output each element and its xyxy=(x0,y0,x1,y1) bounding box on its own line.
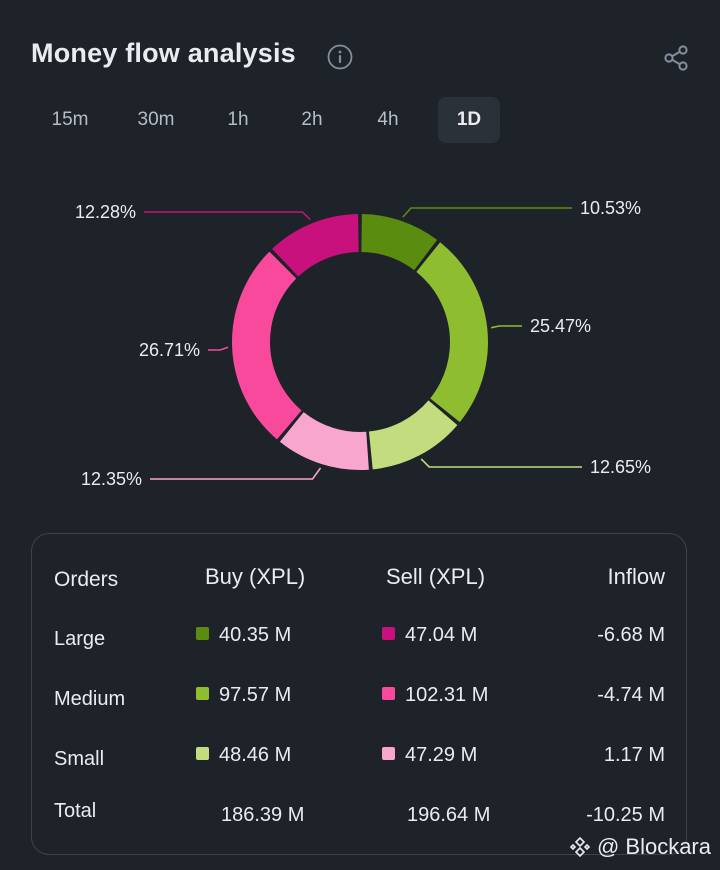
total-buy-value: 186.39 M xyxy=(221,804,305,826)
tab-1d[interactable]: 1D xyxy=(438,97,500,143)
donut-slice-2 xyxy=(416,242,488,423)
slice-label-2: 25.47% xyxy=(530,316,591,336)
money-flow-donut-chart: 10.53% 25.47% 12.65% 12.35% 26.71% 12.28% xyxy=(75,198,651,489)
binance-logo-icon xyxy=(569,836,591,858)
leader-line-3 xyxy=(420,458,582,468)
timeframe-tabs: 15m 30m 1h 2h 4h 1D xyxy=(30,97,500,143)
total-sell-value: 196.64 M xyxy=(407,804,491,826)
sell-small-value: 47.29 M xyxy=(405,744,478,766)
info-icon[interactable] xyxy=(327,44,353,70)
sell-large-swatch xyxy=(382,627,395,640)
row-large-buy: 40.35 M xyxy=(196,624,291,647)
row-large-sell: 47.04 M xyxy=(382,624,477,647)
sell-medium-swatch xyxy=(382,687,395,700)
slice-label-1: 10.53% xyxy=(580,198,641,218)
row-small-buy: 48.46 M xyxy=(196,744,291,767)
leader-line-4 xyxy=(150,467,322,480)
share-icon[interactable] xyxy=(662,44,690,72)
buy-large-swatch xyxy=(196,627,209,640)
donut-slice-5 xyxy=(232,251,302,440)
panel-header: Money flow analysis xyxy=(31,36,690,76)
leader-line-6 xyxy=(144,211,311,221)
buy-header: Buy (XPL) xyxy=(205,564,306,589)
tab-1h[interactable]: 1h xyxy=(227,109,249,130)
buy-medium-swatch xyxy=(196,687,209,700)
sell-header: Sell (XPL) xyxy=(386,564,486,589)
tab-2h[interactable]: 2h xyxy=(301,109,323,130)
row-medium-buy: 97.57 M xyxy=(196,684,291,707)
leader-line-1 xyxy=(402,207,572,218)
leader-line-2 xyxy=(491,325,522,329)
donut-slice-4 xyxy=(279,412,369,470)
buy-small-swatch xyxy=(196,747,209,760)
orders-table: Orders Buy (XPL) Sell (XPL) Inflow Large… xyxy=(31,533,687,855)
donut-slice-6 xyxy=(272,214,359,277)
watermark-text: @ Blockara xyxy=(596,834,711,859)
row-medium-sell: 102.31 M xyxy=(382,684,488,707)
row-large-label: Large xyxy=(54,628,106,650)
tab-15m[interactable]: 15m xyxy=(51,109,89,130)
page-title: Money flow analysis xyxy=(31,38,296,68)
orders-header: Orders xyxy=(54,568,119,591)
row-total-label: Total xyxy=(54,800,97,822)
tab-30m[interactable]: 30m xyxy=(137,109,175,130)
donut-slice-3 xyxy=(368,400,458,470)
row-small-label: Small xyxy=(54,748,105,770)
slice-label-5: 26.71% xyxy=(139,340,200,360)
row-small-inflow: 1.17 M xyxy=(603,744,665,766)
total-inflow-value: -10.25 M xyxy=(586,804,665,826)
buy-small-value: 48.46 M xyxy=(219,744,292,766)
sell-medium-value: 102.31 M xyxy=(405,684,489,706)
row-large-inflow: -6.68 M xyxy=(597,624,665,646)
sell-large-value: 47.04 M xyxy=(405,624,478,646)
donut-slice-1 xyxy=(361,214,438,271)
row-medium-label: Medium xyxy=(54,688,126,710)
slice-label-3: 12.65% xyxy=(590,457,651,477)
slice-label-6: 12.28% xyxy=(75,202,136,222)
inflow-header: Inflow xyxy=(607,564,665,589)
tab-4h[interactable]: 4h xyxy=(377,109,399,130)
watermark: @ Blockara xyxy=(569,834,711,860)
row-small-sell: 47.29 M xyxy=(382,744,477,767)
leader-line-5 xyxy=(208,346,229,351)
slice-label-4: 12.35% xyxy=(81,469,142,489)
buy-large-value: 40.35 M xyxy=(219,624,292,646)
row-medium-inflow: -4.74 M xyxy=(597,684,665,706)
buy-medium-value: 97.57 M xyxy=(219,684,292,706)
sell-small-swatch xyxy=(382,747,395,760)
